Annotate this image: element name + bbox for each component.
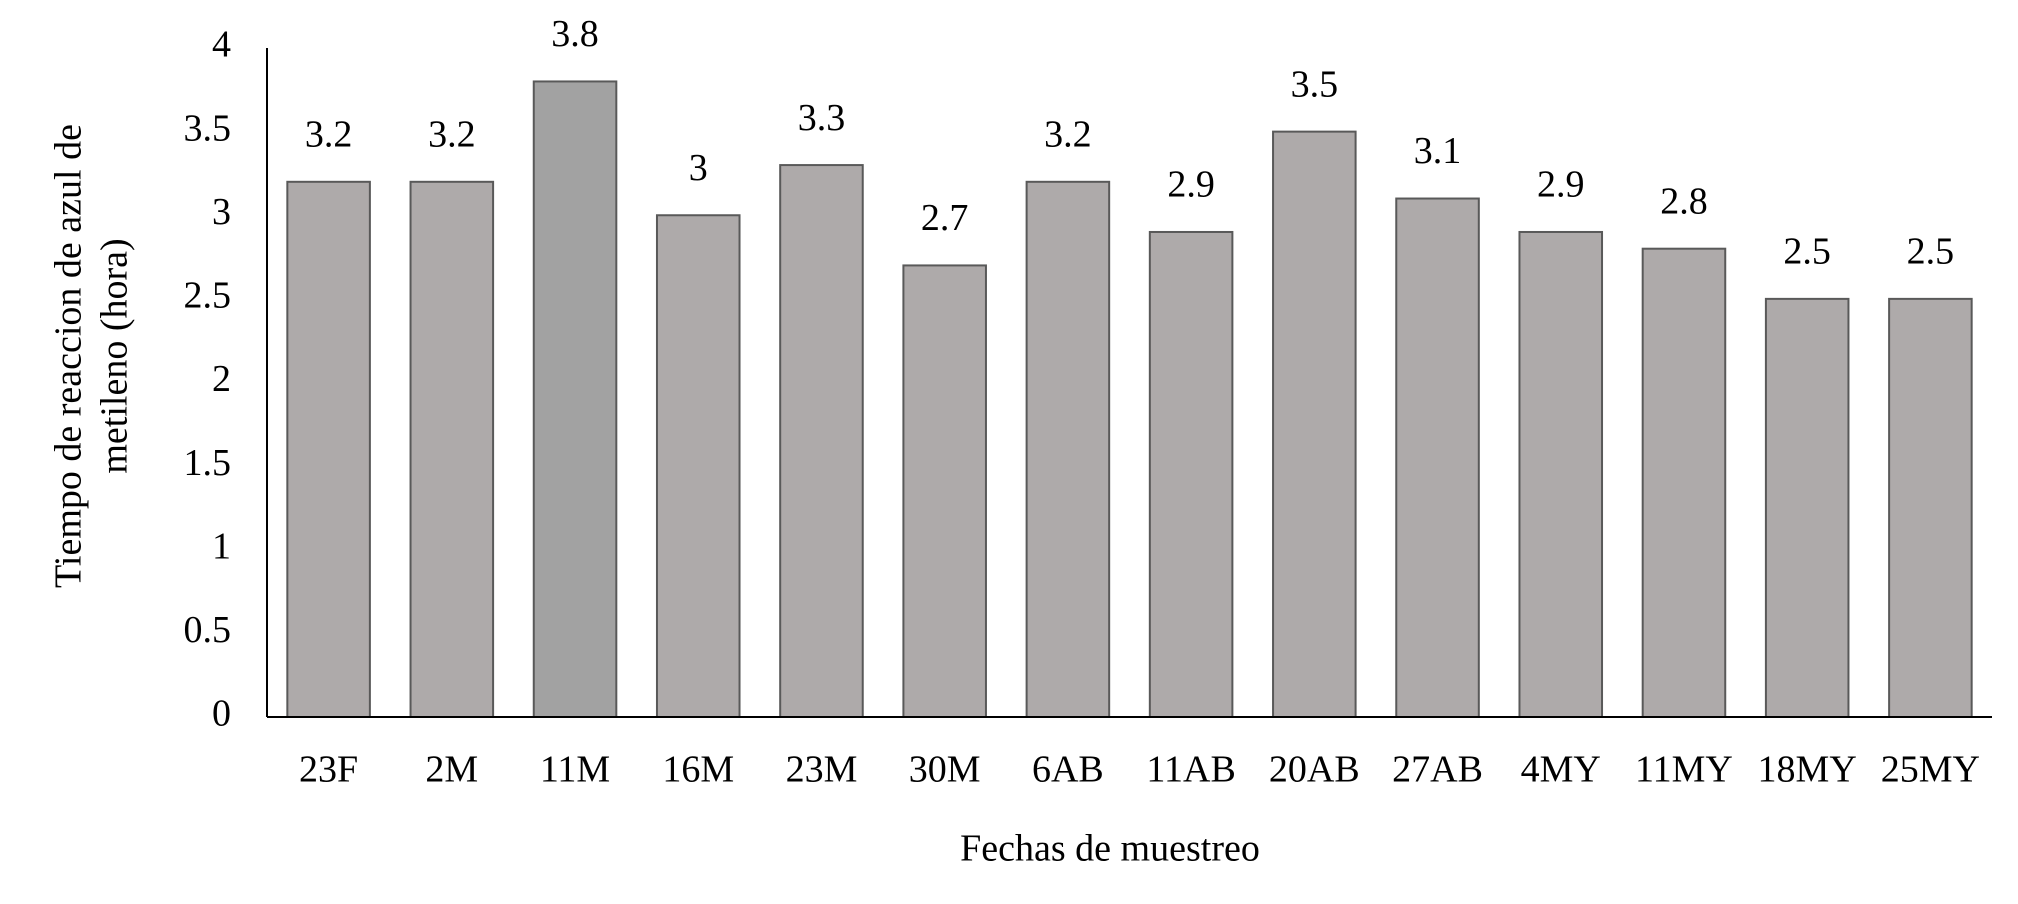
- bar: [1641, 247, 1727, 718]
- y-tick-label: 0: [212, 693, 231, 735]
- x-axis-title: Fechas de muestreo: [960, 828, 1260, 870]
- x-tick-label: 16M: [662, 749, 734, 791]
- y-axis-title-line: metileno (hora): [94, 238, 136, 473]
- bar: [1025, 180, 1111, 719]
- x-tick-label: 23F: [299, 749, 358, 791]
- x-tick-label: 27AB: [1392, 749, 1483, 791]
- data-label: 3.5: [1291, 63, 1339, 105]
- y-tick-label: 1: [212, 525, 231, 567]
- data-label: 3.2: [428, 114, 476, 156]
- x-tick-label: 18MY: [1758, 749, 1857, 791]
- x-tick-label: 25MY: [1881, 749, 1980, 791]
- x-tick-label: 2M: [425, 749, 478, 791]
- data-label: 2.5: [1783, 231, 1831, 273]
- x-tick-label: 11M: [540, 749, 610, 791]
- y-axis-title-line: Tiempo de reaccion de azul de: [48, 124, 90, 588]
- x-tick-label: 30M: [909, 749, 981, 791]
- data-label: 2.7: [921, 197, 969, 239]
- data-label: 2.9: [1537, 164, 1585, 206]
- data-label: 2.8: [1660, 180, 1708, 222]
- y-tick-label: 3.5: [184, 107, 232, 149]
- bar: [655, 214, 741, 718]
- data-label: 3: [689, 147, 708, 189]
- data-label: 2.5: [1907, 231, 1955, 273]
- y-tick-label: 2: [212, 358, 231, 400]
- data-label: 2.9: [1167, 164, 1215, 206]
- data-label: 3.1: [1414, 130, 1462, 172]
- bar: [1888, 297, 1973, 718]
- bar: [1395, 197, 1480, 718]
- x-tick-label: 20AB: [1269, 749, 1360, 791]
- y-tick-label: 1.5: [184, 442, 232, 484]
- y-tick-label: 3: [212, 191, 231, 233]
- data-label: 3.3: [798, 97, 846, 139]
- y-tick-label: 0.5: [184, 609, 232, 651]
- data-label: 3.8: [551, 13, 599, 55]
- y-tick-label: 2.5: [184, 275, 232, 317]
- y-tick-label: 4: [212, 24, 231, 66]
- x-tick-label: 11AB: [1146, 749, 1235, 791]
- bar: [409, 180, 495, 719]
- bar: [1148, 230, 1234, 718]
- x-tick-label: 6AB: [1032, 749, 1104, 791]
- bar: [779, 164, 864, 718]
- x-tick-label: 4MY: [1521, 749, 1601, 791]
- bar: [286, 180, 371, 719]
- data-label: 3.2: [305, 114, 353, 156]
- bar: [1764, 297, 1850, 718]
- x-tick-label: 23M: [786, 749, 858, 791]
- bar: [532, 80, 618, 718]
- bar: [902, 264, 987, 718]
- bar: [1272, 130, 1357, 718]
- bar: [1518, 230, 1604, 718]
- data-label: 3.2: [1044, 114, 1092, 156]
- y-axis-title: Tiempo de reaccion de azul de metileno (…: [48, 124, 136, 588]
- x-tick-label: 11MY: [1635, 749, 1733, 791]
